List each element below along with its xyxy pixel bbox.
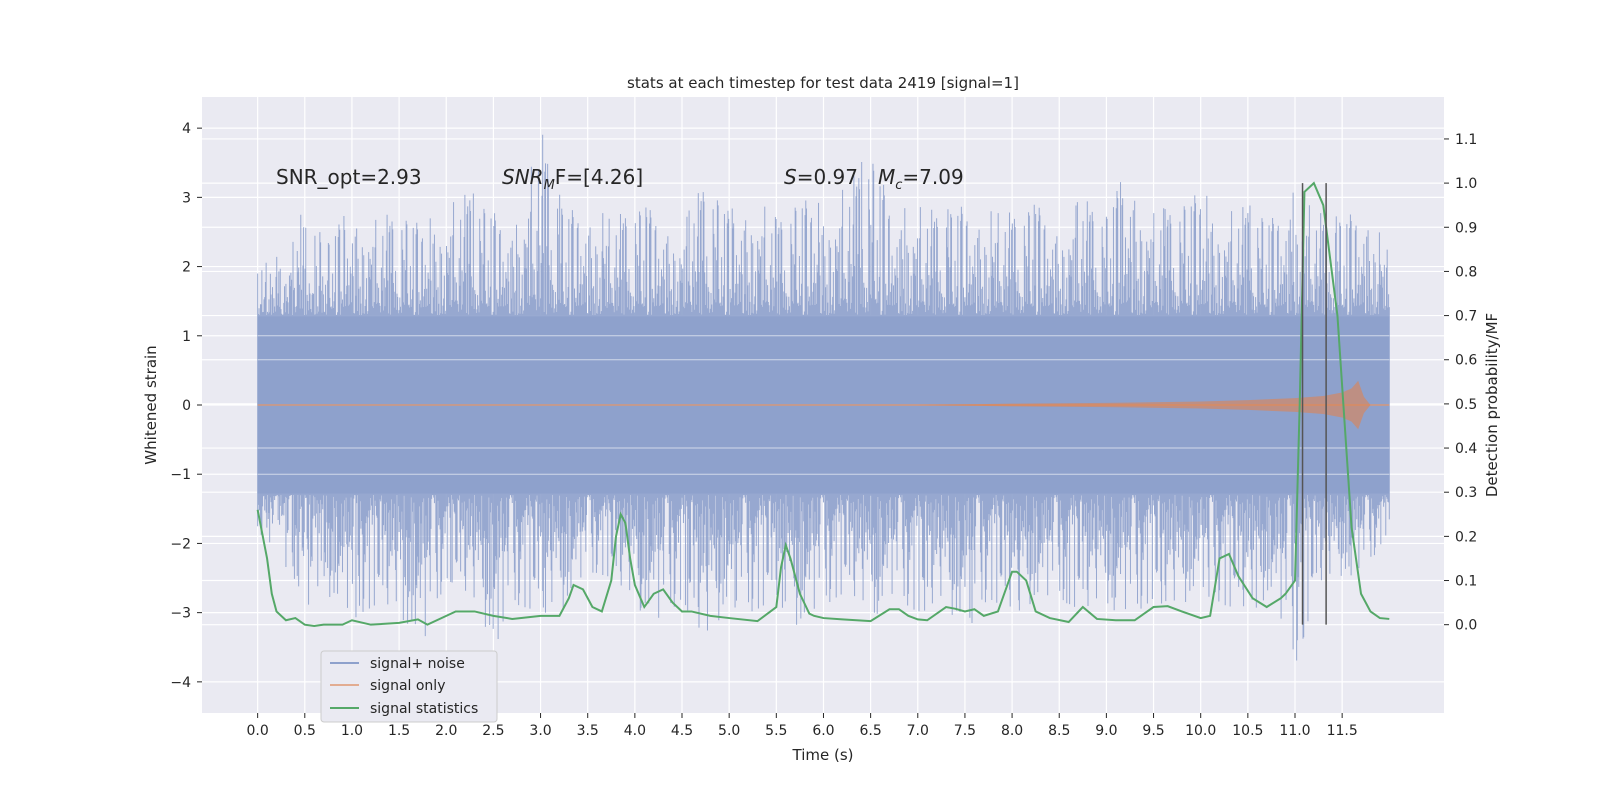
y2-axis-label: Detection probability/MF bbox=[1483, 313, 1501, 497]
x-tick-label: 10.5 bbox=[1232, 723, 1263, 739]
annotation-snr-mf: SNRMF=[4.26] bbox=[502, 165, 643, 193]
y2-tick-label: 0.6 bbox=[1455, 353, 1477, 369]
y2-tick-label: 0.8 bbox=[1455, 264, 1477, 280]
snr-mf-value: F=[4.26] bbox=[555, 165, 643, 189]
y2-tick-label: 0.7 bbox=[1455, 309, 1477, 325]
annotation-snr-opt: SNR_opt=2.93 bbox=[276, 165, 422, 189]
x-tick-label: 0.0 bbox=[247, 723, 269, 739]
mc-value: =7.09 bbox=[902, 165, 963, 189]
y2-tick-label: 0.1 bbox=[1455, 574, 1477, 590]
y2-tick-label: 0.2 bbox=[1455, 529, 1477, 545]
y-tick-label: −2 bbox=[170, 536, 191, 552]
annotation-mc: Mc=7.09 bbox=[878, 165, 964, 193]
y-tick-label: 3 bbox=[182, 190, 191, 206]
y-tick-label: −3 bbox=[170, 606, 191, 622]
x-tick-label: 2.5 bbox=[482, 723, 504, 739]
x-tick-label: 0.5 bbox=[294, 723, 316, 739]
y-tick-label: 4 bbox=[182, 121, 191, 137]
x-tick-label: 6.5 bbox=[859, 723, 881, 739]
y-tick-label: −1 bbox=[170, 467, 191, 483]
x-tick-label: 5.0 bbox=[718, 723, 740, 739]
y2-tick-label: 0.3 bbox=[1455, 485, 1477, 501]
y-axis-right: 1.1 1.0 0.9 0.8 0.7 0.6 0.5 0.4 0.3 0.2 0.1 0.0 bbox=[1444, 132, 1477, 634]
y2-tick-label: 0.4 bbox=[1455, 441, 1477, 457]
chart-title: stats at each timestep for test data 241… bbox=[627, 74, 1019, 92]
y2-tick-label: 0.5 bbox=[1455, 397, 1477, 413]
y-axis-label: Whitened strain bbox=[142, 345, 160, 464]
x-tick-label: 5.5 bbox=[765, 723, 787, 739]
x-tick-label: 4.5 bbox=[671, 723, 693, 739]
x-tick-label: 3.0 bbox=[529, 723, 551, 739]
x-tick-label: 10.0 bbox=[1185, 723, 1216, 739]
y-tick-label: 2 bbox=[182, 260, 191, 276]
mc-subscript: c bbox=[895, 178, 902, 193]
legend-label-signal-noise: signal+ noise bbox=[370, 656, 465, 672]
s-symbol: S bbox=[784, 165, 797, 189]
x-tick-label: 9.0 bbox=[1095, 723, 1117, 739]
x-tick-label: 7.0 bbox=[907, 723, 929, 739]
x-tick-label: 11.5 bbox=[1327, 723, 1358, 739]
legend-label-signal-only: signal only bbox=[370, 678, 445, 694]
s-value: =0.97 bbox=[797, 165, 858, 189]
x-tick-label: 1.0 bbox=[341, 723, 363, 739]
x-tick-label: 11.0 bbox=[1279, 723, 1310, 739]
legend-label-signal-statistics: signal statistics bbox=[370, 701, 478, 717]
x-tick-label: 8.0 bbox=[1001, 723, 1023, 739]
x-tick-label: 8.5 bbox=[1048, 723, 1070, 739]
y-tick-label: 1 bbox=[182, 329, 191, 345]
x-tick-label: 2.0 bbox=[435, 723, 457, 739]
y-axis-left: 4 3 2 1 0 −1 −2 −3 −4 bbox=[170, 121, 202, 691]
y2-tick-label: 0.0 bbox=[1455, 618, 1477, 634]
x-axis-label: Time (s) bbox=[792, 746, 854, 764]
marker-layer bbox=[1301, 183, 1327, 625]
x-tick-label: 9.5 bbox=[1142, 723, 1164, 739]
snr-mf-subscript: M bbox=[544, 178, 555, 193]
y2-tick-label: 1.0 bbox=[1455, 176, 1477, 192]
x-tick-label: 4.0 bbox=[624, 723, 646, 739]
legend: signal+ noise signal only signal statist… bbox=[320, 650, 498, 723]
legend-box bbox=[320, 650, 498, 723]
snr-mf-symbol: SNR bbox=[502, 165, 544, 189]
annotation-s: S=0.97 bbox=[784, 165, 858, 189]
y-tick-label: 0 bbox=[182, 398, 191, 414]
series-signal-statistics bbox=[256, 181, 1390, 628]
y2-tick-label: 1.1 bbox=[1455, 132, 1477, 148]
x-tick-label: 1.5 bbox=[388, 723, 410, 739]
mc-symbol: M bbox=[878, 165, 895, 189]
series-layer bbox=[256, 134, 1390, 661]
y2-tick-label: 0.9 bbox=[1455, 220, 1477, 236]
x-tick-label: 6.0 bbox=[812, 723, 834, 739]
x-tick-label: 7.5 bbox=[954, 723, 976, 739]
x-axis: 0.0 0.5 1.0 1.5 2.0 2.5 3.0 3.5 4.0 4.5 5.0 5.5 6.0 6… bbox=[247, 713, 1358, 739]
x-tick-label: 3.5 bbox=[577, 723, 599, 739]
y-tick-label: −4 bbox=[170, 675, 191, 691]
